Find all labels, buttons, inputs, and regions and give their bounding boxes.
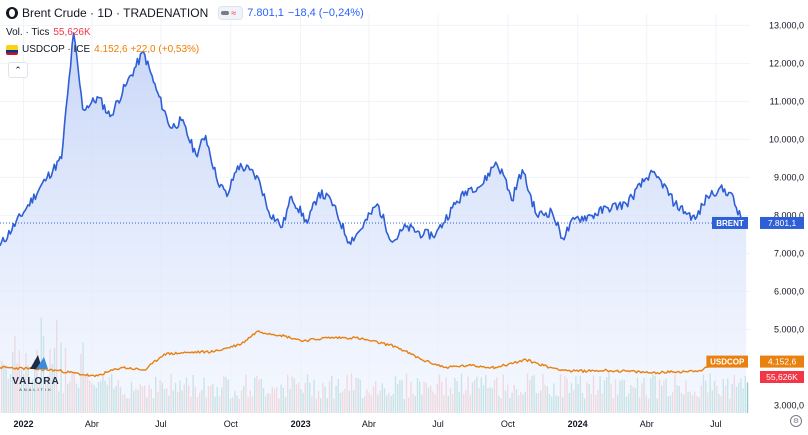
time-axis[interactable]: 2022 Abr Jul Oct 2023 Abr Jul Oct 2024 Abr Jul [14, 419, 722, 429]
compare-value: 4.152,6 +22,0 (+0,53%) [94, 44, 200, 55]
usdcop-series-line [0, 330, 747, 378]
time-tick-label: 2024 [568, 419, 588, 429]
logo-name: VALORA [12, 376, 60, 387]
time-tick-label: Oct [501, 419, 516, 429]
volume-value-tag [760, 371, 804, 383]
time-tick-label: 2023 [291, 419, 311, 429]
valora-logo: VALORA ANALITIK [6, 353, 66, 392]
time-tick-label: 2022 [14, 419, 34, 429]
time-tick-label: Oct [224, 419, 239, 429]
settings-icon[interactable]: ⚙ [790, 415, 802, 427]
eye-icon [221, 11, 230, 15]
price-axis[interactable]: 13.000,0 12.000,0 11.000,0 10.000,0 9.000,0 8… [769, 20, 804, 410]
volume-legend[interactable]: Vol. · Tics 55,626K [6, 27, 95, 38]
colombia-flag-icon [6, 44, 18, 55]
main-series-legend[interactable]: Brent Crude · 1D · TRADENATION ≈ 7.801,1… [6, 6, 368, 20]
last-price: 7.801,1 [247, 7, 284, 19]
series-name-tag [712, 216, 748, 229]
series-value-text: 4.152,6 [768, 357, 797, 367]
price-tick-label: 9.000,0 [774, 172, 804, 182]
visibility-toggle-icon[interactable]: ≈ [218, 6, 244, 20]
series-name-text: BRENT [716, 219, 744, 228]
price-tick-label: 3.000,0 [774, 400, 804, 410]
volume-value: 55,626K [53, 27, 91, 38]
time-tick-label: Jul [432, 419, 444, 429]
price-tick-label: 10.000,0 [769, 134, 804, 144]
time-tick-label: Abr [362, 419, 376, 429]
series-value-tag [760, 355, 804, 368]
volume-value-text: 55,626K [766, 372, 798, 382]
volume-bar [746, 382, 749, 413]
symbol-title[interactable]: Brent Crude · 1D · TRADENATION [22, 6, 209, 20]
brent-area-fill [0, 33, 747, 413]
price-tick-label: 6.000,0 [774, 286, 804, 296]
time-tick-label: Abr [85, 419, 99, 429]
time-tick-label: Jul [155, 419, 167, 429]
collapse-legend-button[interactable]: ⌃ [8, 62, 28, 78]
price-change: −18,4 (−0,24%) [287, 7, 364, 19]
price-tick-label: 7.000,0 [774, 248, 804, 258]
volume-label: Vol. · Tics [6, 27, 50, 38]
compare-symbol: USDCOP · ICE [22, 44, 91, 55]
series-name-text: USDCOP [710, 358, 745, 367]
time-tick-label: Jul [710, 419, 722, 429]
compare-legend[interactable]: USDCOP · ICE 4.152,6 +22,0 (+0,53%) [6, 44, 203, 55]
last-value-tags: BRENT 7.801,1 USDCOP 4.152,6 55,626K [706, 216, 804, 383]
price-tick-label: 8.000,0 [774, 210, 804, 220]
price-tick-label: 12.000,0 [769, 58, 804, 68]
wave-icon: ≈ [231, 8, 237, 18]
price-tick-label: 11.000,0 [770, 96, 804, 106]
price-tick-label: 5.000,0 [774, 324, 804, 334]
series-value-tag [760, 216, 804, 229]
tradenation-logo-icon [6, 7, 18, 19]
time-tick-label: Abr [640, 419, 654, 429]
series-value-text: 7.801,1 [768, 218, 797, 228]
brent-series-line [0, 32, 747, 247]
logo-tagline: ANALITIK [19, 387, 53, 392]
series-name-tag [706, 355, 748, 368]
price-tick-label: 13.000,0 [769, 20, 804, 30]
valora-mark-icon [30, 355, 48, 369]
